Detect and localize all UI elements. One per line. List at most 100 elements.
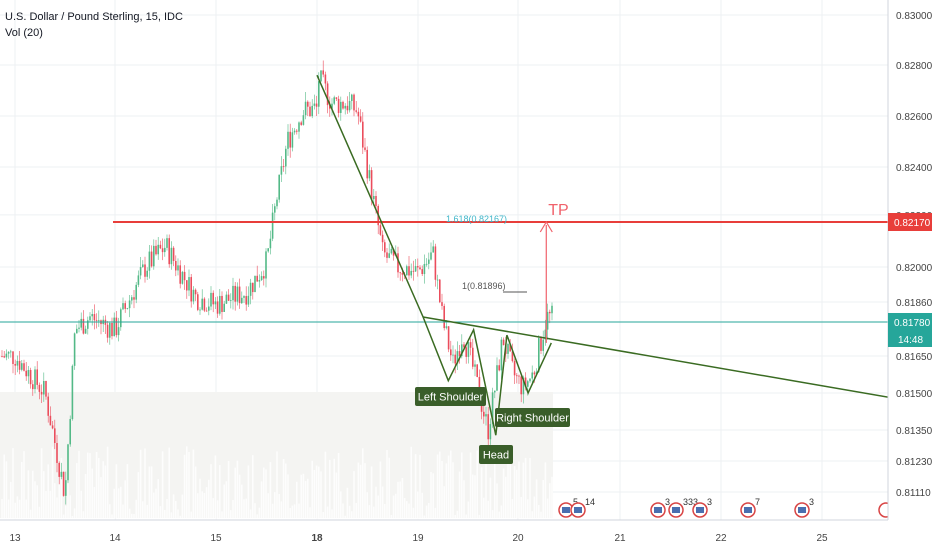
candle-body <box>322 70 324 75</box>
candle-body <box>436 279 439 281</box>
candle-body <box>177 265 179 271</box>
event-flag-icon[interactable]: 3 <box>650 497 670 518</box>
event-flag-icon[interactable]: 333 <box>668 497 698 518</box>
candle-body <box>359 116 362 122</box>
volume-bar <box>412 507 415 520</box>
volume-bar <box>450 450 452 520</box>
volume-bar <box>47 464 49 520</box>
head-label[interactable]: Head <box>479 445 513 464</box>
candle-body <box>249 282 252 296</box>
volume-bar <box>128 508 131 520</box>
event-flag-icon[interactable]: 14 <box>570 497 595 518</box>
volume-bar <box>256 514 258 520</box>
event-flag-icon[interactable]: 5 <box>558 497 578 518</box>
candle-body <box>441 302 443 306</box>
candle-body <box>351 94 353 101</box>
candle-body <box>73 333 76 366</box>
candle-body <box>516 375 518 377</box>
fib-1618-label[interactable]: 1.618(0.82167) <box>446 214 507 224</box>
candle-body <box>84 328 87 334</box>
candle-body <box>98 320 100 322</box>
drawings[interactable]: TP 1.618(0.82167) 1(0.81896) Left Shoulder R… <box>0 74 893 464</box>
candle-body <box>36 369 38 385</box>
candle-body <box>513 361 516 376</box>
candle-body <box>164 247 166 253</box>
right-shoulder-label[interactable]: Right Shoulder <box>495 408 570 427</box>
target-label[interactable]: TP <box>548 202 568 219</box>
volume-bar <box>12 448 14 520</box>
volume-bar <box>399 481 401 520</box>
volume-indicator-label[interactable]: Vol (20) <box>5 27 43 39</box>
flag-icon <box>562 507 570 513</box>
candle-body <box>412 270 415 272</box>
time-tick-label: 14 <box>109 533 121 544</box>
bar-countdown-text[interactable]: 14:48 <box>898 335 923 346</box>
candle-body <box>247 295 250 305</box>
candle-body <box>183 271 186 281</box>
symbol-title[interactable]: U.S. Dollar / Pound Sterling, 15, IDC <box>5 11 183 23</box>
candle-body <box>458 351 461 357</box>
price-axis-background <box>888 0 932 550</box>
event-flag-icon[interactable]: 3 <box>692 497 712 518</box>
volume-bar <box>291 505 294 520</box>
economic-events[interactable]: 5 14 3 333 3 7 3 <box>558 497 894 518</box>
candle-body <box>197 294 199 310</box>
volume-bar <box>364 463 366 520</box>
volume-bar <box>538 504 540 520</box>
candle-body <box>445 326 448 329</box>
candle-body <box>159 244 162 249</box>
candle-body <box>232 285 234 301</box>
candle-body <box>258 280 261 282</box>
event-flag-icon[interactable]: 3 <box>794 497 814 518</box>
fib-1-label[interactable]: 1(0.81896) <box>462 281 506 291</box>
volume-bar <box>214 455 217 520</box>
volume-bar <box>390 514 393 520</box>
candle-body <box>434 246 437 280</box>
volume-bar <box>329 459 331 520</box>
neckline[interactable] <box>422 316 893 399</box>
price-tick-label: 0.82600 <box>896 112 932 123</box>
event-count: 3 <box>707 497 712 507</box>
resistance-price-text[interactable]: 0.82170 <box>894 218 931 229</box>
volume-bar <box>445 463 448 520</box>
head-label-background <box>479 445 513 464</box>
current-price-badge[interactable] <box>888 313 932 347</box>
target-arrow-head[interactable] <box>539 220 553 233</box>
volume-bar <box>168 447 170 520</box>
candle-body <box>32 384 34 390</box>
candle-body <box>260 276 263 281</box>
candle-body <box>373 195 375 200</box>
candle-body <box>54 428 56 444</box>
resistance-price-badge[interactable] <box>888 213 932 231</box>
volume-bar <box>535 479 538 520</box>
candle-body <box>243 296 245 298</box>
candle-body <box>71 365 74 420</box>
candle-body <box>21 363 23 370</box>
volume-bar <box>67 481 69 520</box>
head-shoulders-pattern[interactable] <box>316 74 552 436</box>
left-shoulder-label[interactable]: Left Shoulder <box>415 387 486 406</box>
candle-body <box>500 339 503 371</box>
candle-body <box>368 170 371 179</box>
price-tick-label: 0.81650 <box>896 352 932 363</box>
candle-body <box>201 298 203 310</box>
candle-body <box>287 131 289 149</box>
volume-bar <box>93 486 96 520</box>
event-flag-icon[interactable]: 7 <box>740 497 760 518</box>
volume-bar <box>392 495 395 520</box>
price-tick-label: 0.81350 <box>896 426 932 437</box>
candle-body <box>179 265 181 284</box>
candle-body <box>381 234 384 243</box>
volume-bar <box>208 479 210 520</box>
volume-bar <box>293 504 296 520</box>
candle-body <box>115 317 118 336</box>
current-price-text[interactable]: 0.81780 <box>894 318 931 329</box>
candle-body <box>496 365 498 391</box>
candle-body <box>309 106 311 117</box>
volume-bar <box>54 483 56 520</box>
candle-body <box>342 101 344 109</box>
candle-body <box>452 354 454 356</box>
candle-body <box>390 248 393 254</box>
